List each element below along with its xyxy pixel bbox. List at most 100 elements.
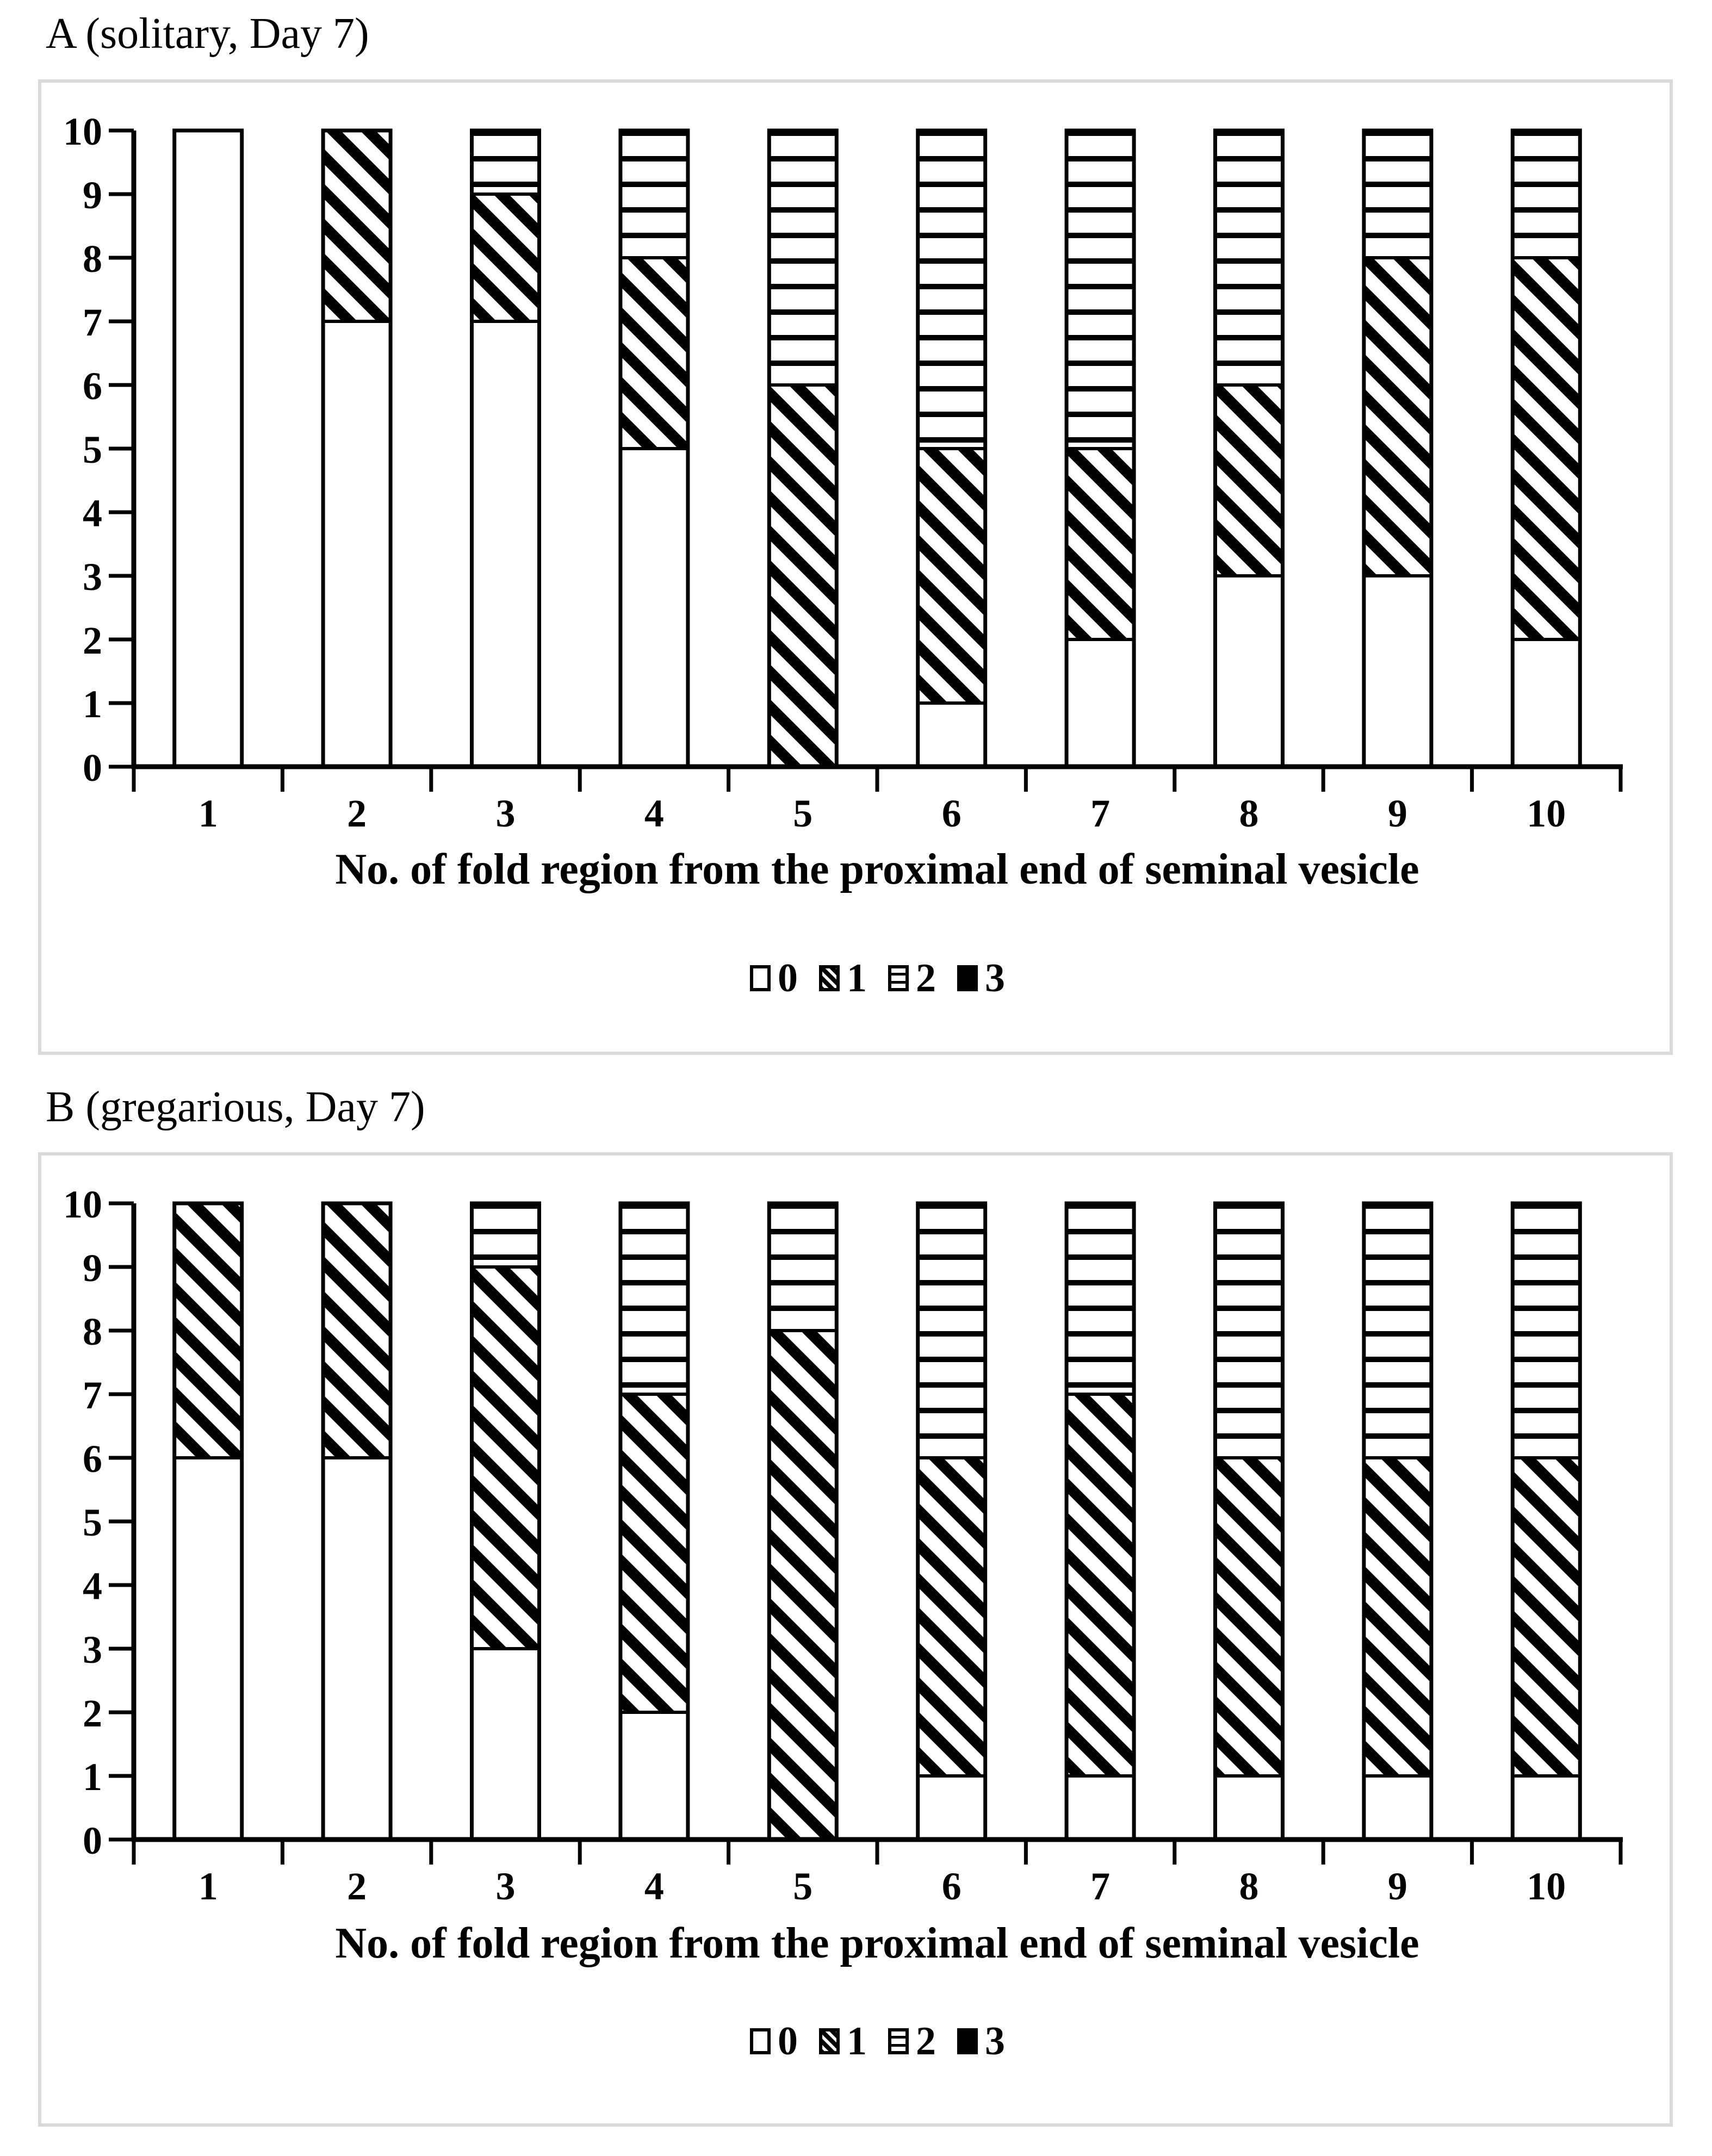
panel-b-x-tick-label-3: 3: [496, 1865, 516, 1908]
panel-a-y-tick-label-4: 4: [83, 492, 102, 535]
panel-a-bar-4-score-0-segment: [618, 447, 690, 768]
panel-a-x-tick-label-8: 8: [1239, 792, 1259, 835]
panel-b-bar-6-score-0-segment: [916, 1774, 987, 1841]
panel-b-y-tick-label-6: 6: [83, 1437, 102, 1481]
panel-a-bar-6-score-1-segment: [916, 447, 987, 705]
panel-b-bar-10-score-1-segment: [1511, 1456, 1582, 1778]
panel-a-bar-2-score-1-segment: [321, 129, 393, 323]
panel-a-legend-label-1: 1: [847, 956, 867, 1001]
panel-a-legend-label-0: 0: [778, 956, 798, 1001]
panel-b-x-tick-label-7: 7: [1090, 1865, 1110, 1908]
panel-b-chart: 1 2 3 4 5 6 7 8 9 10 0 1 2 3 4 5 6 7 8 9 10: [38, 1152, 1673, 2127]
panel-a-plot-svg: 1 2 3 4 5 6 7 8 9 10 0 1 2 3 4 5 6 7 8 9 10: [63, 110, 1623, 835]
panel-b-bar-3-score-2-segment: [470, 1202, 541, 1269]
panel-b-bar-3-score-0-segment: [470, 1647, 541, 1841]
panel-b-bar-4-score-2-segment: [618, 1202, 690, 1396]
panel-b-x-tick-label-9: 9: [1388, 1865, 1407, 1908]
panel-a-legend: 0 1 2 3: [134, 955, 1621, 1002]
panel-a-y-tick-label-5: 5: [83, 428, 102, 471]
panel-b-bar-2-score-0-segment: [321, 1456, 393, 1841]
panel-a-x-tick-label-4: 4: [644, 792, 664, 835]
panel-a-bar-7-score-0-segment: [1065, 638, 1136, 768]
panel-b-bar-1-score-1-segment: [172, 1202, 244, 1459]
panel-a-legend-item-0: 0: [749, 955, 798, 1002]
panel-b-y-tick-label-5: 5: [83, 1501, 102, 1544]
panel-b-bar-9-score-0-segment: [1362, 1774, 1433, 1841]
panel-b-legend-label-3: 3: [985, 2019, 1005, 2064]
panel-b-bar-8-score-2-segment: [1213, 1202, 1285, 1459]
panel-a-bar-8-score-0-segment: [1213, 574, 1285, 768]
panel-b-bar-2-score-1-segment: [321, 1202, 393, 1459]
panel-a-bar-7-score-2-segment: [1065, 129, 1136, 450]
panel-a-legend-swatch-horizontal-lines-icon: [888, 965, 909, 991]
panel-b-plot-svg: 1 2 3 4 5 6 7 8 9 10 0 1 2 3 4 5 6 7 8 9 10: [63, 1183, 1623, 1908]
panel-a-bar-9-score-2-segment: [1362, 129, 1433, 259]
panel-a-x-tick-label-6: 6: [942, 792, 962, 835]
panel-b-y-tick-label-7: 7: [83, 1374, 102, 1417]
panel-a-bar-3-score-0-segment: [470, 320, 541, 768]
panel-b-bar-7-score-0-segment: [1065, 1774, 1136, 1841]
panel-b-y-tick-label-2: 2: [83, 1692, 102, 1735]
panel-a-title: A (solitary, Day 7): [46, 10, 369, 58]
panel-b-legend-label-2: 2: [916, 2019, 936, 2064]
panel-a-y-tick-label-9: 9: [83, 173, 102, 217]
panel-b-legend-label-1: 1: [847, 2019, 867, 2064]
panel-b-bar-4-score-1-segment: [618, 1393, 690, 1714]
panel-a-bar-10-score-0-segment: [1511, 638, 1582, 768]
panel-b-y-tick-label-10: 10: [63, 1183, 102, 1226]
panel-b-legend-swatch-horizontal-lines-icon: [888, 2028, 909, 2054]
panel-a-bar-6-score-2-segment: [916, 129, 987, 450]
panel-a-bar-10-score-2-segment: [1511, 129, 1582, 259]
panel-a-bar-5-score-1-segment: [767, 383, 839, 768]
panel-a-x-tick-label-9: 9: [1388, 792, 1407, 835]
panel-b-bar-9-score-1-segment: [1362, 1456, 1433, 1778]
panel-a-bar-8-score-2-segment: [1213, 129, 1285, 387]
panel-a-y-tick-label-10: 10: [63, 110, 102, 153]
panel-a-x-tick-label-7: 7: [1090, 792, 1110, 835]
panel-b-legend: 0 1 2 3: [134, 2018, 1621, 2065]
panel-b-bar-7-score-2-segment: [1065, 1202, 1136, 1396]
panel-a-legend-item-3: 3: [957, 955, 1005, 1002]
panel-a-bar-10-score-1-segment: [1511, 256, 1582, 641]
panel-a-bar-3-score-2-segment: [470, 129, 541, 196]
panel-b-x-tick-label-8: 8: [1239, 1865, 1259, 1908]
panel-a-legend-item-1: 1: [818, 955, 867, 1002]
panel-b-bar-10-score-2-segment: [1511, 1202, 1582, 1459]
panel-b-bar-8-score-0-segment: [1213, 1774, 1285, 1841]
panel-b-legend-item-0: 0: [749, 2018, 798, 2065]
panel-a-bar-3-score-1-segment: [470, 192, 541, 323]
panel-a-chart: 1 2 3 4 5 6 7 8 9 10 0 1 2 3 4 5 6 7 8 9 10: [38, 79, 1673, 1055]
panel-b-bar-10-score-0-segment: [1511, 1774, 1582, 1841]
panel-a-legend-label-2: 2: [916, 956, 936, 1001]
panel-b-legend-swatch-diagonal-hatch-icon: [819, 2028, 840, 2054]
panel-b-plot-group: 1 2 3 4 5 6 7 8 9 10 0 1 2 3 4 5 6 7 8 9 10: [63, 1183, 1623, 1908]
panel-a-bar-9-score-0-segment: [1362, 574, 1433, 768]
panel-a-legend-swatch-white-icon: [750, 965, 771, 991]
panel-b-legend-item-1: 1: [818, 2018, 867, 2065]
panel-b-y-tick-label-0: 0: [83, 1819, 102, 1862]
panel-b-y-tick-label-8: 8: [83, 1310, 102, 1353]
panel-a-y-tick-label-1: 1: [83, 682, 102, 726]
panel-a-bar-4-score-2-segment: [618, 129, 690, 259]
panel-b-y-tick-label-4: 4: [83, 1564, 102, 1608]
panel-b-bar-6-score-1-segment: [916, 1456, 987, 1778]
panel-a-x-tick-label-5: 5: [793, 792, 812, 835]
panel-a-y-tick-label-2: 2: [83, 619, 102, 662]
panel-a-legend-item-2: 2: [888, 955, 936, 1002]
panel-b-legend-item-2: 2: [888, 2018, 936, 2065]
panel-a-y-tick-label-7: 7: [83, 301, 102, 344]
panel-a-bar-9-score-1-segment: [1362, 256, 1433, 577]
panel-a-x-axis-title: No. of fold region from the proximal end…: [335, 846, 1419, 893]
panel-b-x-axis-title: No. of fold region from the proximal end…: [335, 1919, 1419, 1967]
panel-b-legend-swatch-white-icon: [750, 2028, 771, 2054]
panel-a-legend-swatch-diagonal-hatch-icon: [819, 965, 840, 991]
panel-b-x-tick-label-5: 5: [793, 1865, 812, 1908]
panel-a-legend-label-3: 3: [985, 956, 1005, 1001]
panel-a-y-tick-label-6: 6: [83, 364, 102, 408]
panel-a-x-tick-label-2: 2: [347, 792, 367, 835]
panel-a-plot-group: 1 2 3 4 5 6 7 8 9 10 0 1 2 3 4 5 6 7 8 9 10: [63, 110, 1623, 835]
panel-b-bar-8-score-1-segment: [1213, 1456, 1285, 1778]
panel-a-bar-1-score-0-segment: [172, 129, 244, 768]
panel-a-bar-4-score-1-segment: [618, 256, 690, 450]
panel-b-bar-5-score-1-segment: [767, 1329, 839, 1841]
